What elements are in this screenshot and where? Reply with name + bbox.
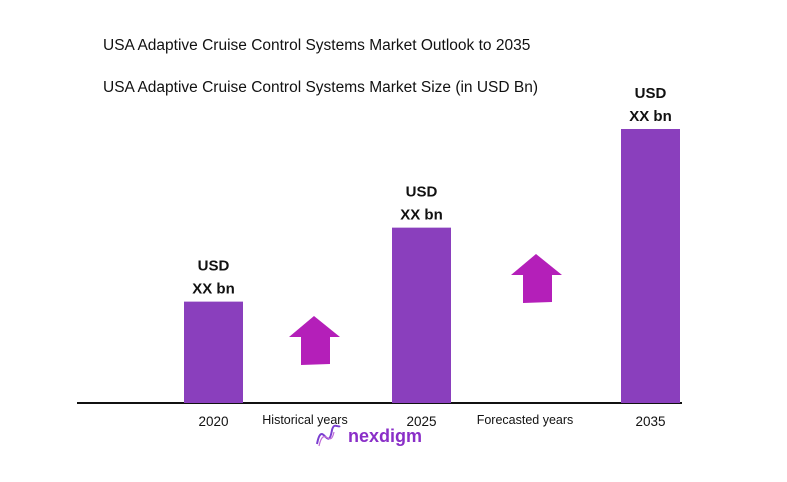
x-tick-label: 2020	[198, 414, 228, 429]
data-label: XX bn	[192, 281, 235, 298]
data-label: XX bn	[629, 108, 672, 125]
logo-text: nexdigm	[348, 425, 423, 446]
data-label: USD	[406, 184, 438, 201]
period-label: Forecasted years	[477, 413, 574, 427]
logo-wave-icon	[316, 424, 341, 447]
chart-subtitle: USA Adaptive Cruise Control Systems Mark…	[103, 79, 539, 96]
growth-arrow-icon	[289, 316, 340, 365]
bar-2035	[621, 129, 680, 403]
growth-arrow-icon	[511, 254, 562, 303]
bar-2020	[184, 301, 243, 403]
x-tick-label: 2025	[406, 414, 436, 429]
bar-2025	[392, 227, 451, 403]
chart-title: USA Adaptive Cruise Control Systems Mark…	[103, 37, 531, 54]
data-label: USD	[198, 258, 230, 275]
period-label: Historical years	[262, 413, 347, 427]
data-label: USD	[635, 85, 667, 102]
x-tick-label: 2035	[635, 414, 665, 429]
nexdigm-logo: nexdigm	[314, 424, 422, 448]
data-label: XX bn	[400, 207, 443, 224]
